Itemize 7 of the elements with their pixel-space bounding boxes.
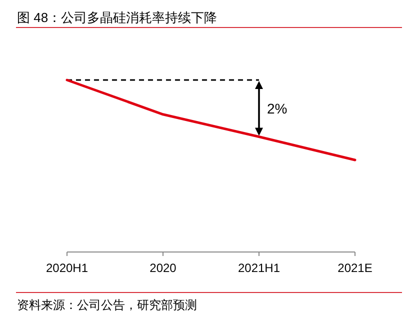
annotation: 资料来源：公司公告，研究部预测 (17, 298, 197, 312)
xtick: 2021H1 (238, 261, 280, 275)
xtick: 2020H1 (46, 261, 88, 275)
title: 图 48：公司多晶硅消耗率持续下降 (17, 10, 218, 25)
xtick: 2021E (338, 261, 372, 275)
xtick: 2020 (150, 261, 176, 275)
annotation: 2% (267, 100, 288, 116)
